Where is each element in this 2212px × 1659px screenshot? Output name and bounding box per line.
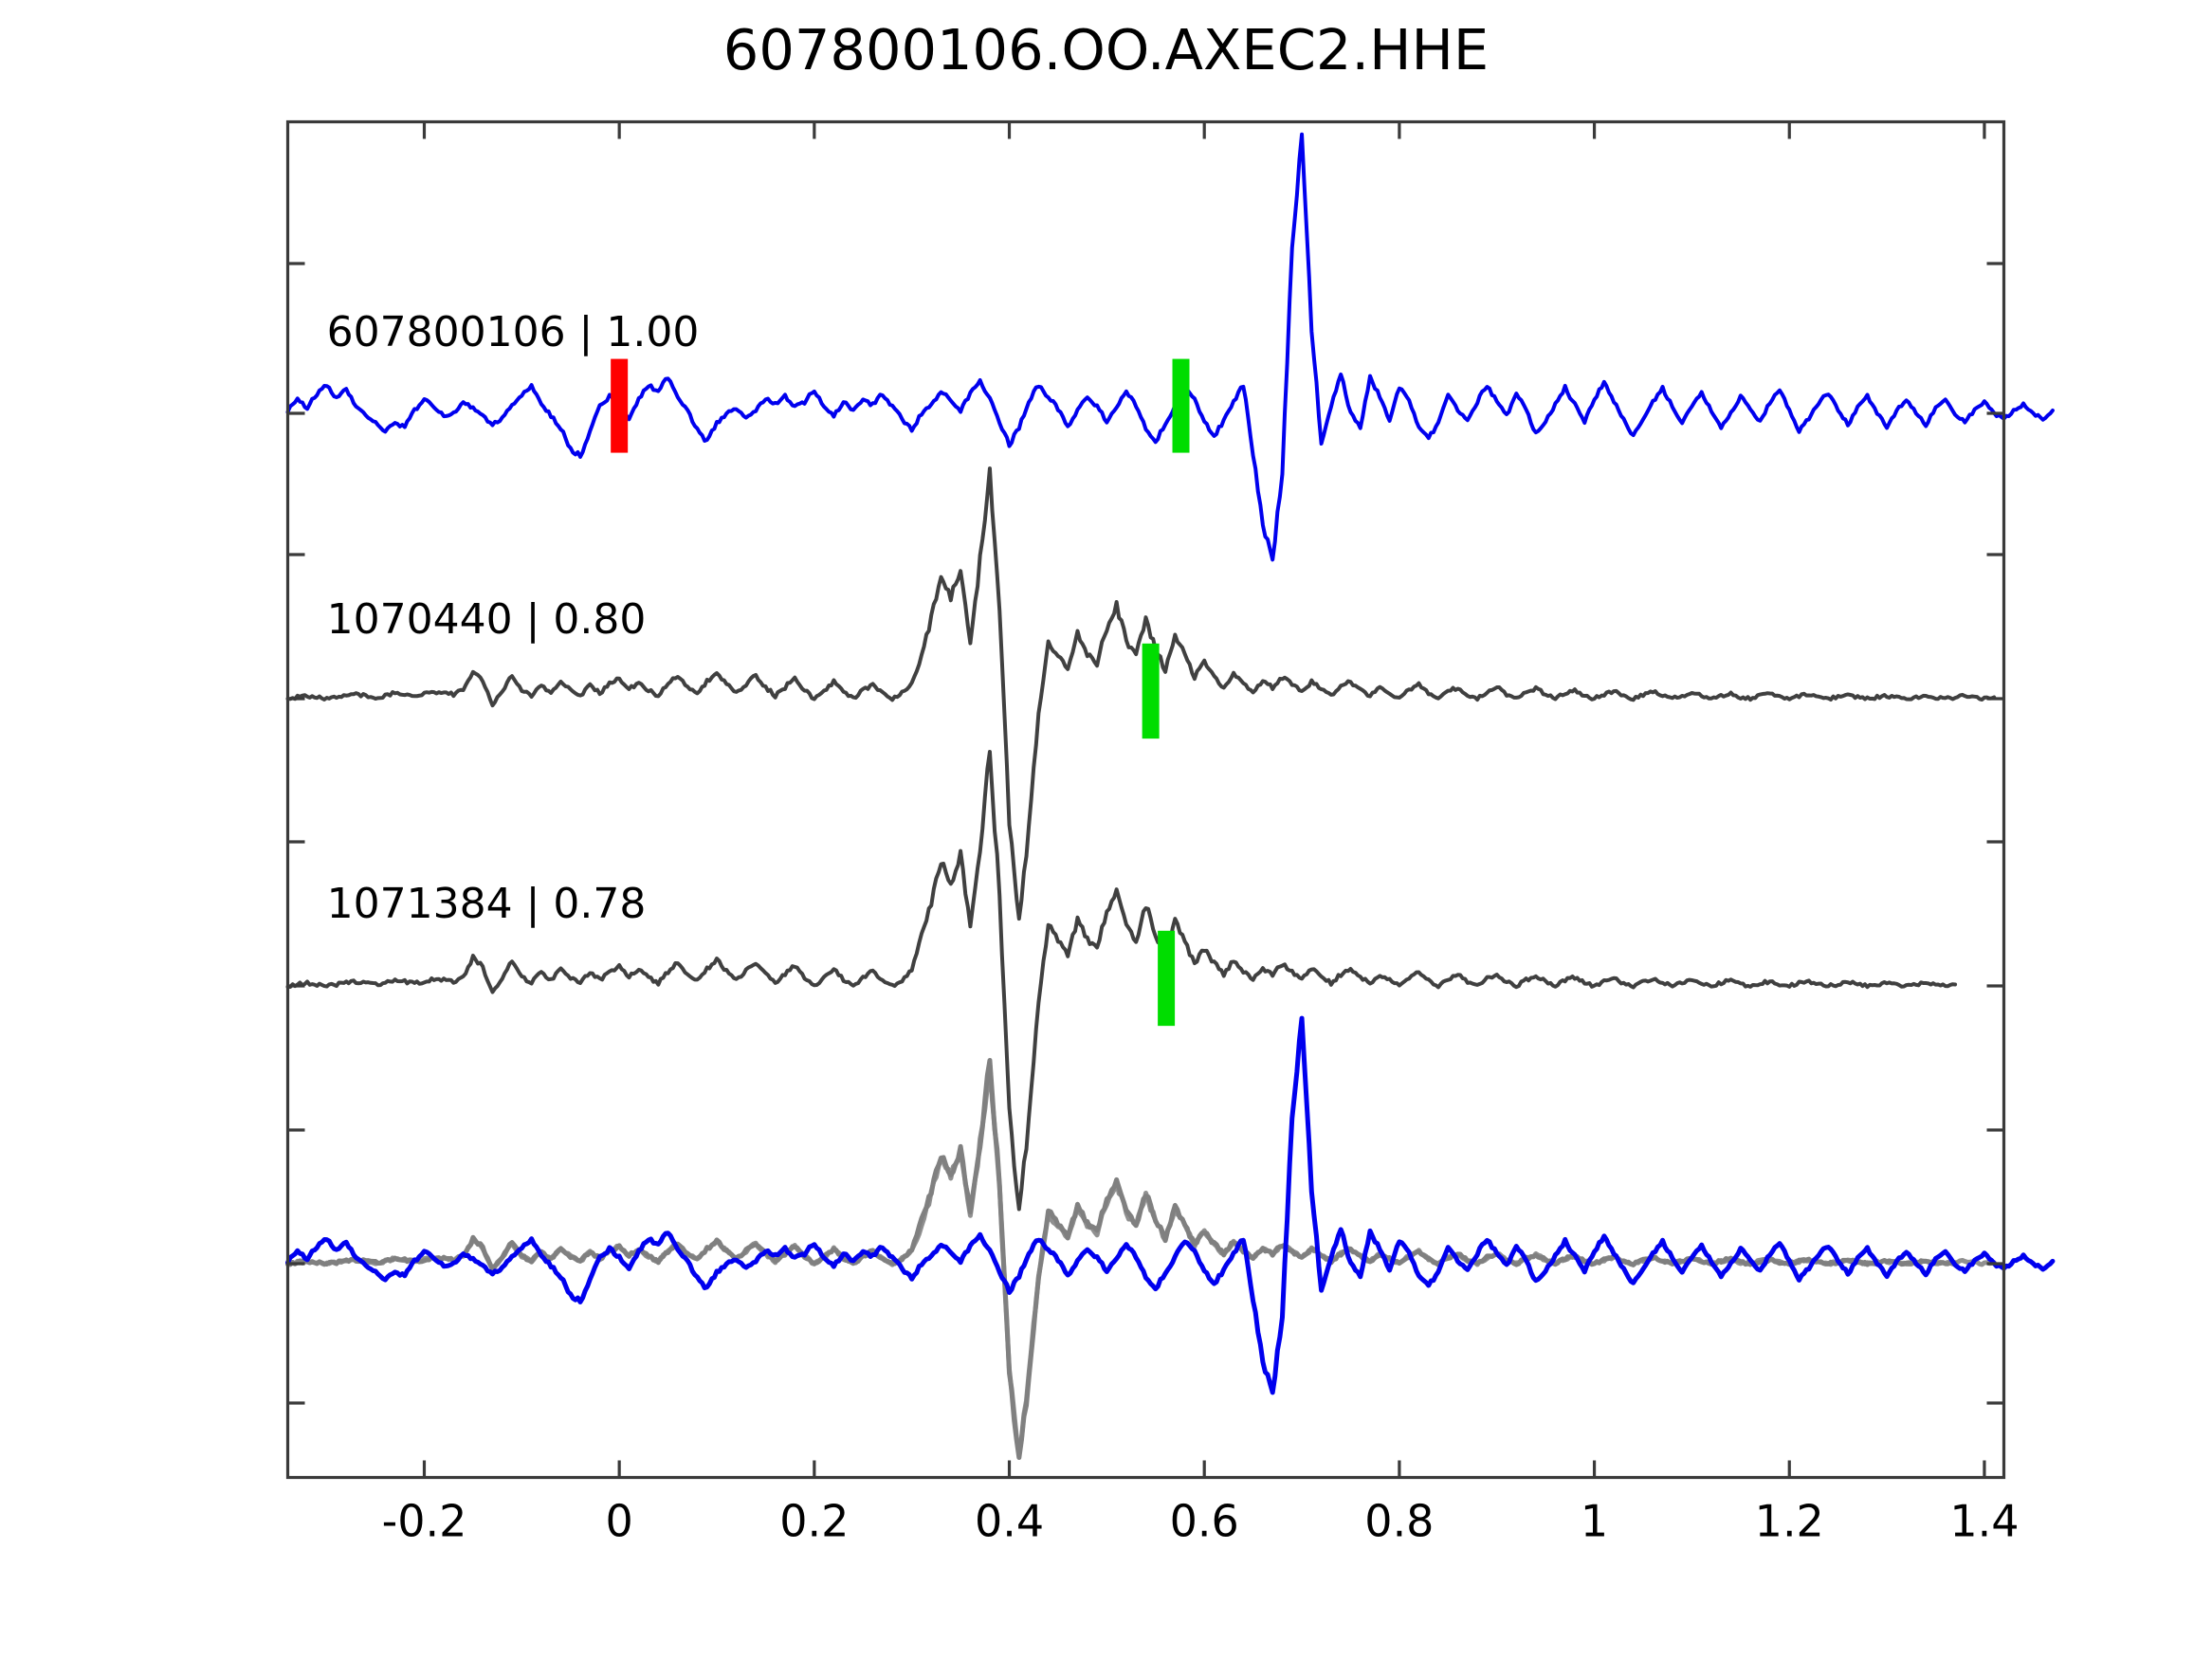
trace-label-1070440: 1070440 | 0.80	[327, 595, 647, 644]
x-tick-label: 0.2	[779, 1496, 849, 1547]
x-tick-label: 1	[1581, 1496, 1608, 1547]
plot-border	[285, 119, 2006, 1480]
origin-pick-marker	[611, 358, 629, 453]
trace-label-607800106: 607800106 | 1.00	[327, 308, 700, 356]
axis-ticks-layer: -0.2 0 0.2 0.4 0.6 0.8 1 1.2 1.4	[287, 121, 2020, 1547]
phase-pick-marker-2	[1142, 643, 1160, 739]
trace-annotations-layer: 607800106 | 1.00 1070440 | 0.80 1071384 | …	[327, 308, 700, 928]
waveform-layer	[285, 132, 2056, 1460]
phase-pick-marker-1	[1172, 358, 1190, 453]
phase-pick-marker-3	[1158, 930, 1176, 1027]
pick-markers-layer	[611, 358, 1190, 1027]
x-tick-label: 0.8	[1364, 1496, 1434, 1547]
waveform-1070440	[285, 466, 1997, 921]
x-tick-label: 0.4	[975, 1496, 1044, 1547]
x-tick-label: -0.2	[382, 1496, 467, 1547]
page-title: 607800106.OO.AXEC2.HHE	[722, 17, 1490, 82]
trace-label-1071384: 1071384 | 0.78	[327, 880, 647, 928]
axes-frame	[285, 119, 2006, 1480]
x-tick-label: 0	[606, 1496, 633, 1547]
x-tick-label: 0.6	[1170, 1496, 1239, 1547]
x-tick-label: 1.4	[1949, 1496, 2019, 1547]
overlay-waveform-1071384	[285, 1058, 1958, 1460]
waveform-607800106	[285, 132, 2055, 562]
x-tick-label: 1.2	[1755, 1496, 1824, 1547]
waveform-1071384	[285, 750, 1958, 1212]
overlay-waveform-607800106	[285, 1015, 2056, 1395]
